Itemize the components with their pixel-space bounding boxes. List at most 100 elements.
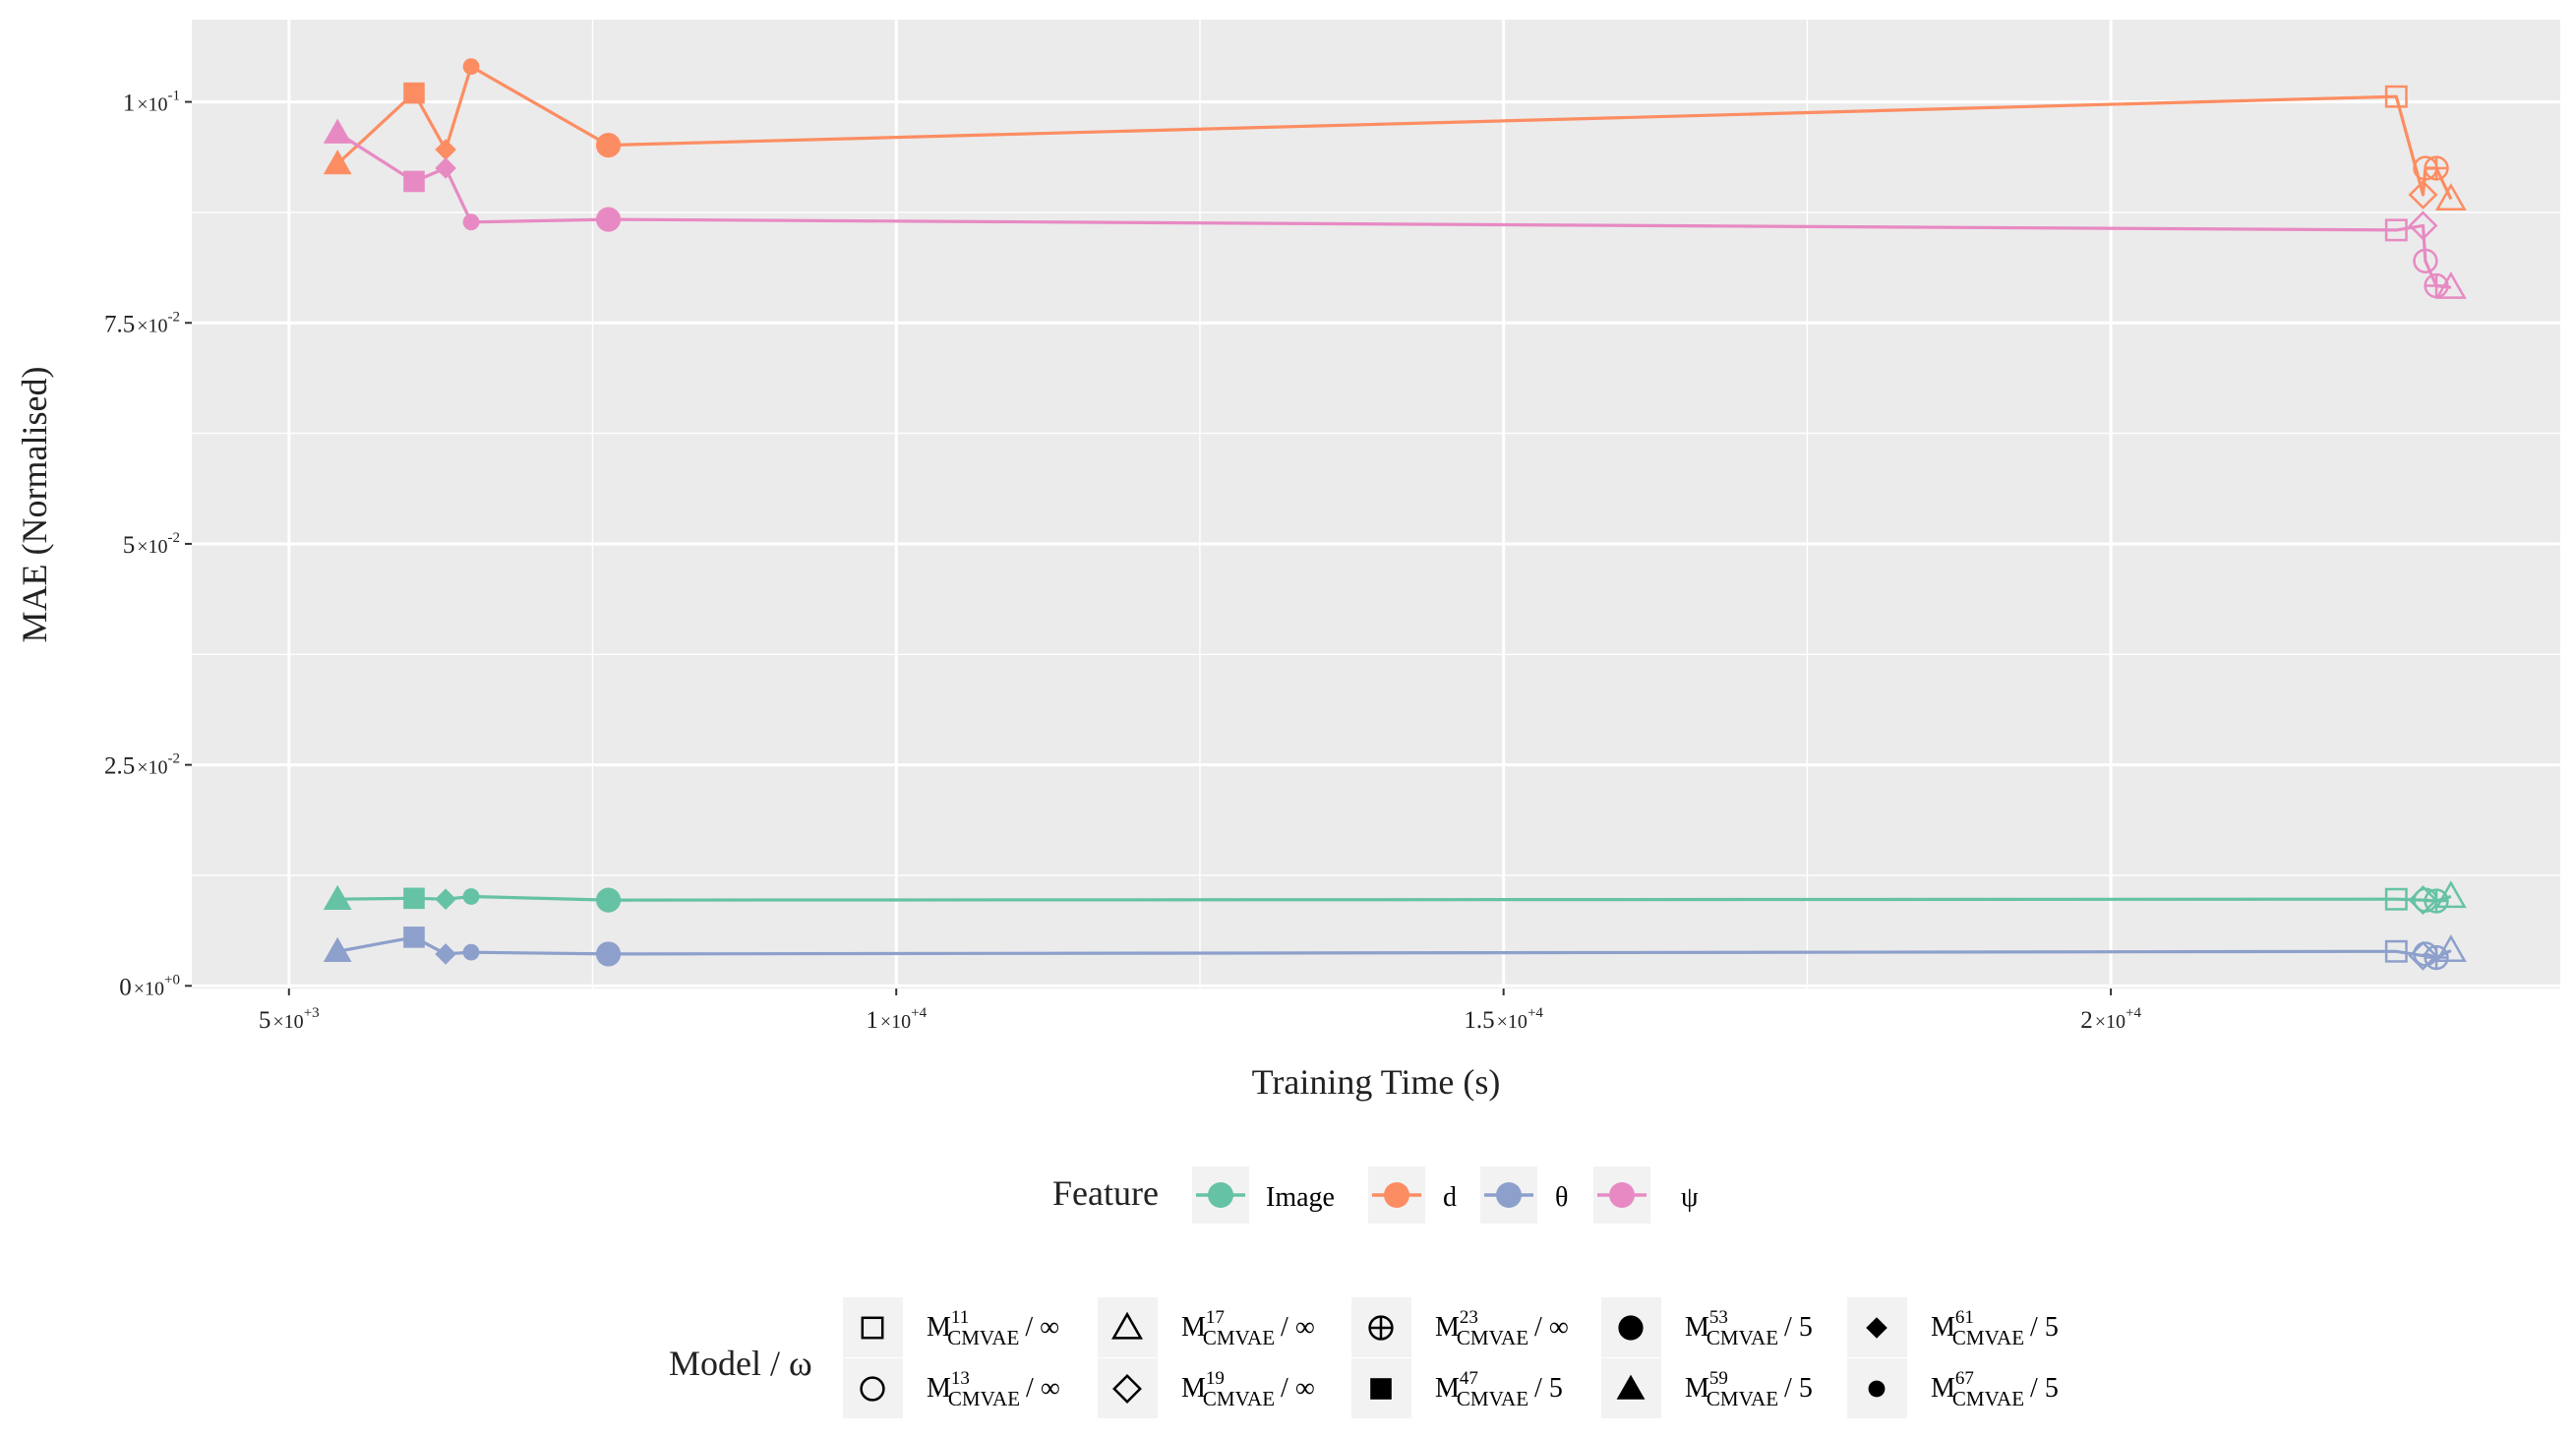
legend-key-bg [843,1358,903,1418]
data-point-d-m17 [2434,183,2467,211]
legend-model-item-m23: M23 CMVAE / ∞ [1351,1297,1569,1357]
data-point-image-m17 [2434,880,2467,909]
y-axis-title: MAE (Normalised) [15,367,54,643]
legend-model-label: M47 CMVAE/ 5 [1435,1368,1563,1410]
x-axis-title: Training Time (s) [1252,1062,1501,1102]
legend-key-shape [1868,1380,1886,1398]
data-point-image-m11 [2384,887,2408,911]
legend-model-label: M61 CMVAE/ 5 [1931,1307,2059,1349]
legend-feature-item-theta: θ [1480,1167,1568,1224]
data-point-theta-m23 [2424,944,2449,971]
grid-minor [192,20,2560,988]
data-point-image-m61 [435,888,456,911]
data-point-theta-m67 [462,943,480,961]
data-point-psi-m61 [435,157,456,179]
legend-model-label: M19 CMVAE / ∞ [1181,1368,1315,1410]
data-point-d-m11 [2384,85,2408,108]
legend-feature-label: θ [1555,1182,1568,1213]
data-point-psi-m17 [2434,270,2467,299]
tick-label: 2.5 ×10-2 [104,751,180,780]
legend-model-item-m19: M19 CMVAE / ∞ [1098,1358,1315,1418]
data-point-theta-m11 [2384,939,2408,963]
x-tick-labels: 5 ×10+3 1 ×10+4 1.5 ×10+4 2 ×10+4 [259,1005,2142,1034]
legend-model-title: Model / ω [669,1344,812,1383]
legend-model-label: M17 CMVAE / ∞ [1181,1307,1315,1349]
legend-feature-title: Feature [1052,1173,1159,1213]
legend-model-label: M67 CMVAE/ 5 [1931,1368,2059,1410]
legend-key-shape [861,1316,884,1340]
tick-label: 7.5 ×10-2 [104,309,180,337]
data-point-psi-m67 [462,213,480,231]
data-point-image-m67 [462,888,480,905]
data-point-d-m19 [2408,179,2438,210]
legend-feature-label: ψ [1681,1182,1699,1213]
legend-model-item-m13: M13 CMVAE / ∞ [843,1358,1060,1418]
axis-ticks [185,100,2113,995]
data-point-d-m47 [403,82,425,104]
legend-key-point [1609,1182,1635,1208]
data-point-image-m23 [2424,888,2449,914]
data-point-psi-m47 [403,170,425,193]
series-line-theta [336,935,2452,960]
data-point-d-m61 [435,139,456,160]
legend-key-shape [1618,1315,1644,1341]
data-point-psi-m13 [2413,248,2438,274]
legend-feature: Feature Image d θ ψ [1052,1167,1699,1224]
data-point-theta-m17 [2434,934,2467,962]
legend-key-shape [1616,1374,1646,1400]
data-point-psi-m53 [595,207,622,232]
legend-model-item-m47: M47 CMVAE/ 5 [1351,1358,1563,1418]
legend-model-item-m17: M17 CMVAE / ∞ [1098,1297,1315,1357]
legend-feature-item-image: Image [1192,1167,1335,1224]
legend-key-bg [843,1297,903,1357]
y-tick-labels: 0 ×10+0 2.5 ×10-2 5 ×10-2 7.5 ×10-2 1 ×10-1 [104,89,180,1001]
data-point-psi-m19 [2408,210,2438,241]
legend-feature-item-d: d [1368,1167,1457,1224]
data-point-theta-m53 [595,941,622,967]
legend-model-label: M11 CMVAE / ∞ [927,1307,1059,1349]
legend-key-shape [1370,1378,1392,1400]
legend-model: Model / ω M11 CMVAE / ∞ M13 CMVAE / ∞ M17 CMVAE /… [669,1297,2059,1418]
data-point-d-m23 [2424,155,2449,181]
series-points [323,58,2467,971]
tick-label: 1 ×10-1 [123,89,180,117]
tick-label: 5 ×10-2 [123,530,180,559]
legend-key-bg [1098,1358,1158,1418]
data-point-theta-m47 [403,927,425,948]
data-point-theta-m59 [323,936,352,963]
legend-key-shape [1368,1315,1394,1341]
legend-key-bg [1098,1297,1158,1357]
data-point-psi-m59 [323,118,352,144]
legend-key-point [1384,1182,1409,1208]
legend-key-point [1208,1182,1233,1208]
legend-model-item-m53: M53 CMVAE/ 5 [1601,1297,1813,1357]
legend-feature-label: d [1443,1182,1457,1213]
data-point-image-m59 [323,884,352,911]
legend-key-shape [1112,1374,1142,1404]
legend-model-label: M13 CMVAE / ∞ [927,1368,1060,1410]
legend-feature-item-psi: ψ [1593,1167,1699,1224]
legend-model-label: M59 CMVAE/ 5 [1685,1368,1813,1410]
legend-model-item-m59: M59 CMVAE/ 5 [1601,1358,1813,1418]
legend-model-label: M23 CMVAE / ∞ [1435,1307,1569,1349]
data-point-d-m59 [323,150,352,175]
data-point-d-m67 [462,58,480,76]
legend-key-point [1496,1182,1522,1208]
legend-key-shape [1866,1317,1887,1339]
data-point-image-m53 [595,887,622,913]
legend-model-item-m11: M11 CMVAE / ∞ [843,1297,1059,1357]
data-point-image-m47 [403,887,425,910]
legend-feature-label: Image [1266,1182,1335,1213]
grid-major [192,20,2560,988]
tick-label: 1.5 ×10+4 [1464,1005,1543,1034]
legend-key-shape [860,1376,885,1402]
legend-model-item-m61: M61 CMVAE/ 5 [1847,1297,2059,1357]
legend-model-item-m67: M67 CMVAE/ 5 [1847,1358,2059,1418]
plot-panel [192,20,2560,988]
series-line-psi [336,131,2452,289]
data-point-theta-m61 [435,943,456,965]
tick-label: 1 ×10+4 [866,1005,927,1034]
legend-key-shape [1111,1311,1143,1340]
tick-label: 2 ×10+4 [2080,1005,2141,1034]
